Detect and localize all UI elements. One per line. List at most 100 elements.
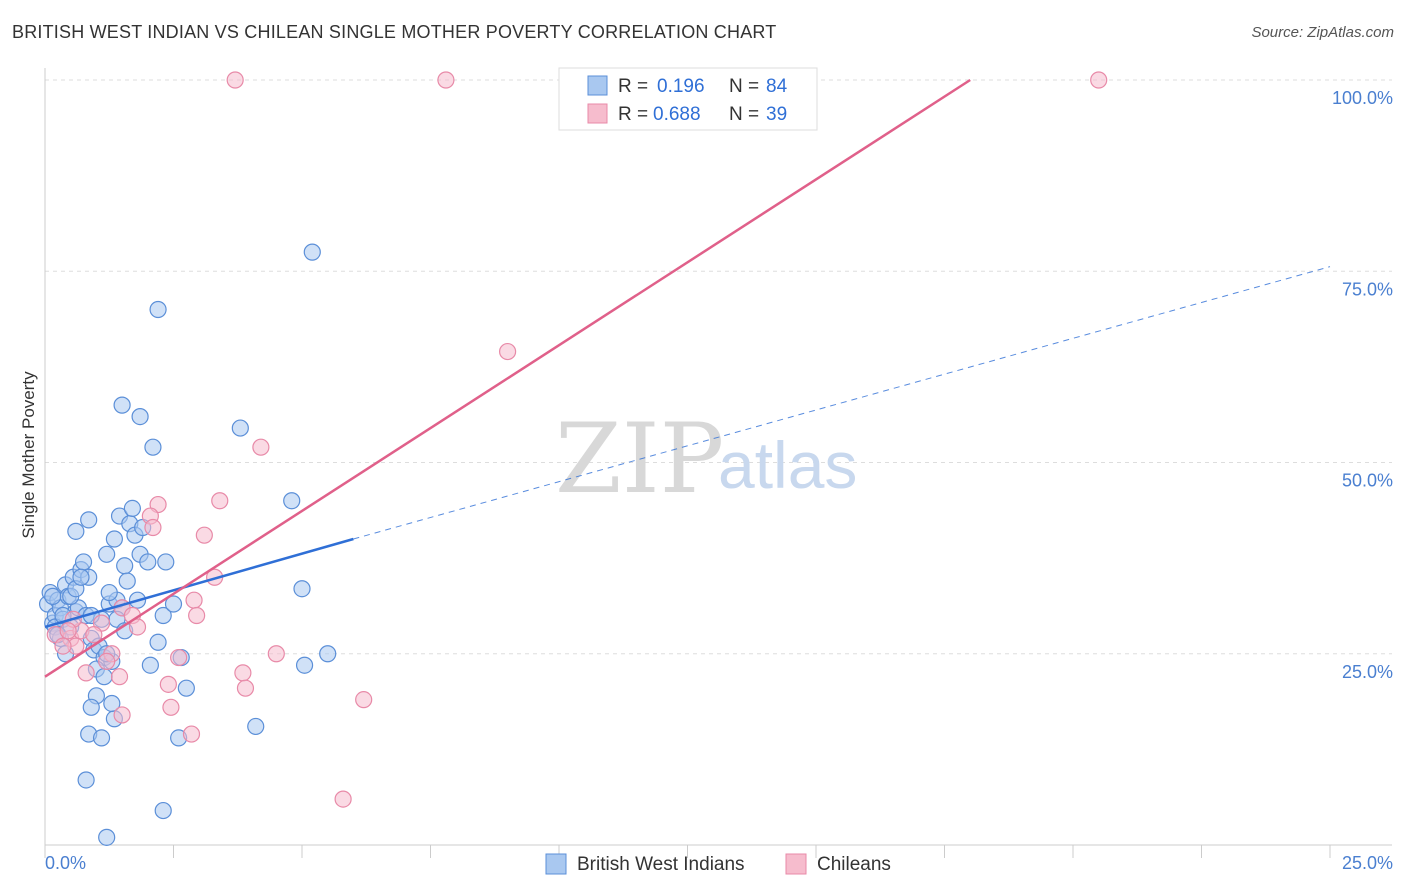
point-chilean (77, 664, 95, 682)
watermark-atlas: atlas (718, 428, 857, 502)
point-british-west-indian (154, 606, 172, 625)
y-axis-label: Single Mother Poverty (19, 371, 38, 539)
point-chilean (437, 71, 455, 89)
point-british-west-indian (72, 568, 90, 586)
point-british-west-indian (118, 572, 136, 590)
point-british-west-indian (139, 553, 157, 571)
bottom-legend-label-pink: Chileans (817, 854, 891, 875)
point-british-west-indian (116, 557, 134, 575)
point-chilean (59, 622, 77, 640)
point-british-west-indian (295, 656, 314, 674)
point-british-west-indian (82, 698, 100, 716)
point-british-west-indian (131, 408, 149, 426)
legend-r-label-1: R = (618, 76, 648, 97)
trend-line-blue-extension (353, 266, 1331, 540)
x-tick-label: 0.0% (45, 853, 86, 873)
point-british-west-indian (105, 530, 123, 548)
series-british-west-indians (38, 243, 337, 846)
watermark: ZIP atlas (555, 403, 857, 515)
bottom-legend-label-blue: British West Indians (577, 854, 745, 875)
y-tick-label: 50.0% (1342, 471, 1393, 491)
point-chilean (128, 618, 147, 636)
y-tick-label: 100.0% (1332, 88, 1393, 108)
point-chilean (110, 668, 129, 686)
chart-source: Source: ZipAtlas.com (1251, 24, 1394, 41)
point-chilean (182, 725, 201, 743)
point-british-west-indian (98, 545, 116, 563)
point-british-west-indian (95, 668, 113, 686)
x-tick-label: 25.0% (1342, 853, 1393, 873)
point-chilean (54, 637, 72, 655)
legend-r-label-2: R = (618, 104, 648, 125)
point-british-west-indian (231, 419, 249, 437)
point-british-west-indian (98, 828, 116, 846)
point-chilean (144, 518, 162, 537)
point-chilean (113, 706, 131, 724)
legend-n-label-2: N = (729, 104, 759, 125)
point-chilean (211, 492, 229, 510)
point-british-west-indian (74, 553, 93, 571)
point-chilean (159, 675, 177, 693)
series-legend: British West Indians Chileans (545, 853, 891, 875)
point-chilean (499, 342, 517, 361)
point-british-west-indian (144, 438, 162, 456)
y-tick-labels: 25.0% 50.0% 75.0% 100.0% (1332, 88, 1393, 682)
point-chilean (226, 71, 244, 89)
trend-line-blue (44, 537, 354, 629)
point-british-west-indian (319, 645, 337, 663)
point-british-west-indian (92, 729, 111, 747)
correlation-legend: R = 0.196 N = 84 R = 0.688 N = 39 (558, 67, 818, 131)
bottom-legend-swatch-pink (785, 853, 807, 875)
point-chilean (170, 648, 188, 667)
point-british-west-indian (157, 553, 175, 571)
y-tick-label: 25.0% (1342, 662, 1393, 682)
point-chilean (98, 652, 116, 671)
point-chilean (162, 698, 180, 716)
point-british-west-indian (67, 522, 85, 540)
point-british-west-indian (154, 801, 172, 820)
point-chilean (188, 606, 206, 625)
point-british-west-indian (100, 583, 118, 602)
point-british-west-indian (123, 499, 141, 517)
legend-r-value-1: 0.196 (657, 76, 705, 97)
point-british-west-indian (283, 492, 301, 510)
point-british-west-indian (164, 595, 183, 613)
legend-n-value-2: 39 (766, 104, 787, 125)
point-british-west-indian (44, 587, 62, 605)
bottom-legend-swatch-blue (545, 853, 567, 875)
point-british-west-indian (149, 300, 167, 319)
point-chilean (234, 664, 252, 682)
point-chilean (252, 438, 270, 456)
y-tick-label: 75.0% (1342, 279, 1393, 299)
axes (44, 68, 1392, 858)
legend-swatch-blue (587, 75, 608, 96)
point-british-west-indian (103, 694, 121, 713)
x-tick-labels: 0.0% 25.0% (45, 853, 1393, 873)
chart-title: BRITISH WEST INDIAN VS CHILEAN SINGLE MO… (12, 22, 777, 42)
point-chilean (334, 790, 352, 808)
point-chilean (355, 691, 373, 709)
point-british-west-indian (77, 771, 95, 789)
point-chilean (195, 526, 213, 544)
series-chileans (46, 71, 1108, 808)
point-chilean (236, 679, 255, 697)
point-british-west-indian (113, 396, 131, 414)
point-chilean (185, 591, 203, 609)
point-british-west-indian (247, 717, 265, 736)
point-british-west-indian (177, 679, 195, 697)
legend-r-value-2: 0.688 (653, 104, 701, 125)
point-chilean (85, 626, 103, 644)
point-british-west-indian (303, 243, 321, 261)
point-chilean (1090, 71, 1108, 89)
point-british-west-indian (293, 580, 311, 598)
legend-n-label-1: N = (729, 76, 759, 97)
point-british-west-indian (149, 633, 167, 651)
grid (45, 79, 1392, 655)
point-chilean (267, 645, 285, 663)
legend-swatch-pink (587, 103, 608, 124)
legend-n-value-1: 84 (766, 76, 788, 97)
point-british-west-indian (80, 511, 98, 529)
trend-line-pink (44, 78, 971, 678)
point-british-west-indian (141, 656, 159, 674)
